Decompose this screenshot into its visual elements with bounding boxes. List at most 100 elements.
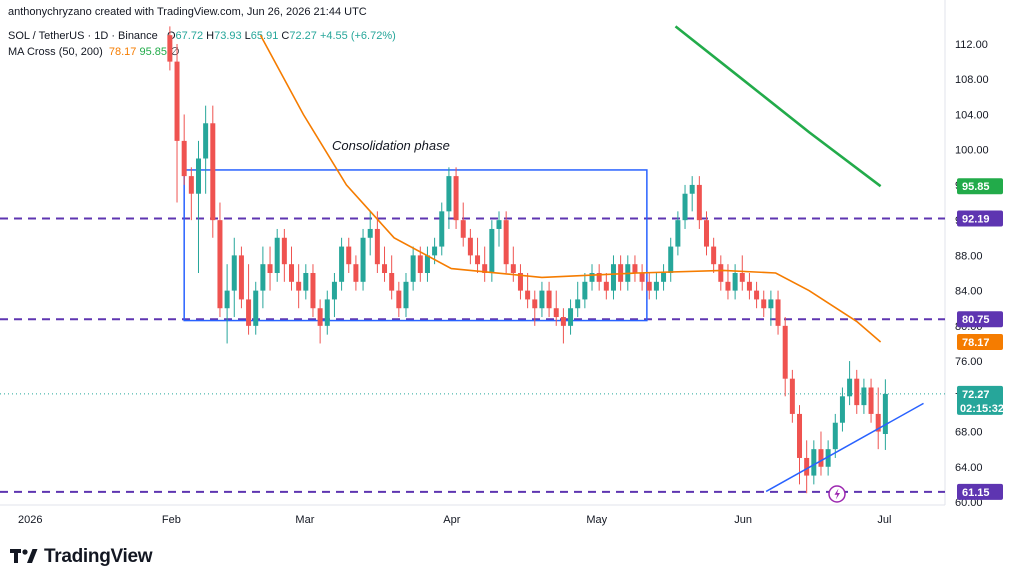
candle-body (775, 299, 781, 326)
candle-body (188, 176, 194, 194)
candle-body (596, 273, 602, 282)
ohlc-close: 72.27 (289, 30, 317, 42)
ohlc-low: 65.91 (250, 30, 279, 42)
consolidation-annotation: Consolidation phase (332, 138, 450, 153)
level-61-badge-bg (957, 483, 1003, 500)
ma200-price-badge: 95.85 (962, 181, 990, 193)
lightning-icon[interactable] (828, 485, 846, 503)
tradingview-brand[interactable]: TradingView (10, 546, 153, 568)
candle-body (703, 220, 709, 247)
candle-body (832, 422, 838, 450)
x-tick-label: Jun (734, 514, 752, 526)
candle-body (231, 255, 237, 291)
symbol-legend: SOL / TetherUS · 1D · Binance O67.72 H73… (8, 30, 396, 42)
candle-body (746, 281, 752, 291)
candle-body (410, 255, 416, 282)
level-92-badge-bg (957, 210, 1003, 227)
candle-body (739, 273, 745, 282)
candle-body (632, 264, 638, 273)
candle-body (439, 211, 445, 247)
ma-suffix: ∅ (170, 46, 180, 58)
candle-body (446, 176, 452, 212)
candle-body (303, 273, 309, 291)
ohlc-change: +4.55 (+6.72%) (319, 30, 396, 42)
candle-body (510, 264, 516, 273)
candle-body (525, 290, 531, 300)
y-tick-label: 112.00 (955, 39, 988, 51)
candle-body (238, 255, 244, 300)
x-tick-label: 2026 (18, 514, 42, 526)
candle-body (861, 387, 867, 406)
candle-body (539, 290, 545, 309)
candle-body (532, 299, 538, 309)
candle-body (210, 123, 216, 221)
candle-body (811, 449, 817, 476)
candle-body (195, 158, 201, 194)
candle-body (274, 237, 280, 273)
y-tick-label: 68.00 (955, 427, 983, 439)
candle-body (818, 449, 824, 467)
candle-body (668, 246, 674, 273)
candle-body (696, 184, 702, 221)
candle-body (396, 290, 402, 309)
ma200-value: 95.85 (139, 46, 168, 58)
candle-body (367, 228, 373, 238)
candle-body (582, 281, 588, 300)
x-tick-label: Mar (295, 514, 314, 526)
candle-body (324, 299, 330, 326)
candle-body (174, 61, 180, 141)
brand-name: TradingView (44, 546, 153, 567)
candle-body (374, 228, 380, 265)
candle-body (517, 273, 523, 291)
candle-body (718, 264, 724, 282)
y-tick-label: 64.00 (955, 462, 983, 474)
candle-body (661, 273, 667, 282)
candle-body (346, 246, 352, 265)
level-92-badge: 92.19 (962, 213, 990, 225)
candle-body (353, 264, 359, 282)
candle-body (797, 413, 803, 458)
level-61-badge: 61.15 (962, 487, 990, 499)
candle-body (253, 290, 259, 326)
ma-indicator-name[interactable]: MA Cross (50, 200) (8, 46, 103, 58)
symbol-name[interactable]: SOL / TetherUS · 1D · Binance (8, 30, 158, 42)
last-price-badge-bg (957, 385, 1003, 415)
y-tick-label: 88.00 (955, 250, 983, 262)
price-chart[interactable]: 60.0064.0068.0072.0076.0080.0084.0088.00… (0, 0, 1024, 540)
chart-credit: anthonychryzano created with TradingView… (8, 6, 367, 18)
candle-body (711, 246, 717, 265)
candle-body (754, 290, 760, 300)
ohlc-high: 73.93 (214, 30, 242, 42)
y-tick-label: 60.00 (955, 497, 983, 509)
candle-body (768, 299, 774, 309)
last-price-badge: 72.27 (962, 389, 990, 401)
candle-body (224, 290, 230, 309)
candle-body (289, 264, 295, 282)
candle-body (589, 273, 595, 282)
x-tick-label: Feb (162, 514, 181, 526)
candle-body (789, 378, 795, 414)
tradingview-logo-icon (10, 546, 38, 568)
ma50-price-badge: 78.17 (962, 337, 990, 349)
candle-body (339, 246, 345, 282)
candle-body (575, 299, 581, 309)
candle-body (167, 35, 173, 62)
candle-body (603, 281, 609, 291)
y-tick-label: 100.00 (955, 145, 989, 157)
y-tick-label: 104.00 (955, 109, 989, 121)
candle-body (868, 387, 874, 414)
candle-body (689, 184, 695, 194)
candle-body (496, 220, 502, 229)
candle-body (296, 281, 302, 291)
ohlc-high-label: H (206, 30, 215, 42)
ohlc-open: 67.72 (175, 30, 204, 42)
candle-body (460, 220, 466, 238)
y-tick-label: 108.00 (955, 74, 989, 86)
candle-body (382, 264, 388, 273)
ma50-price-badge-bg (957, 333, 1003, 350)
candle-body (825, 449, 831, 467)
candle-body (646, 281, 652, 291)
candle-body (260, 264, 266, 291)
ma50-value: 78.17 (108, 46, 137, 58)
candle-body (181, 140, 187, 177)
